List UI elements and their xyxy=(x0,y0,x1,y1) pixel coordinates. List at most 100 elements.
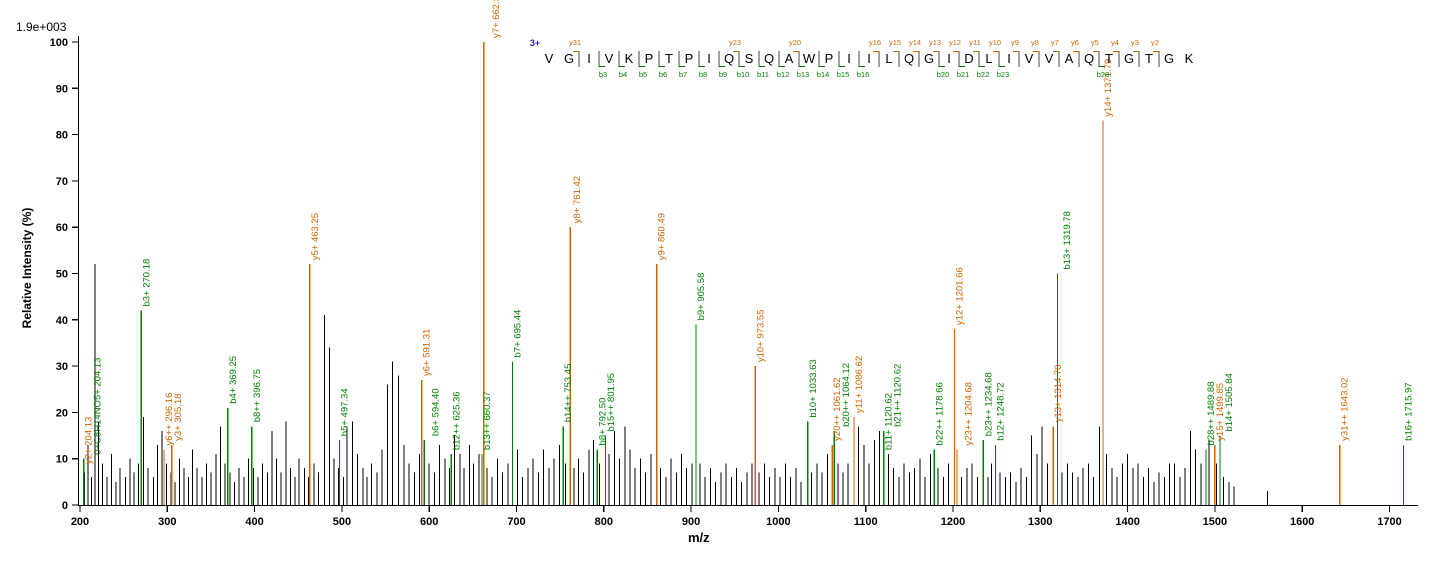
peak-label: y6+ 591.31 xyxy=(422,329,433,376)
y-ion-label: y14 xyxy=(909,38,921,47)
y-tick-label: 20 xyxy=(56,407,68,419)
sequence-residue: V xyxy=(605,51,614,66)
sequence-residue: P xyxy=(645,51,654,66)
b-ion-label: b9 xyxy=(719,70,727,79)
peak-label: y6++ 296.16 xyxy=(164,393,175,446)
sequence-residue: A xyxy=(1065,51,1074,66)
b-ion-label: b21 xyxy=(957,70,970,79)
x-tick-label: 800 xyxy=(595,516,613,528)
y-tick-label: 80 xyxy=(56,130,68,142)
sequence-residue: T xyxy=(665,51,673,66)
y-ion-label: y16 xyxy=(869,38,881,47)
x-tick-label: 1200 xyxy=(941,516,965,528)
peak-label: b6+ 594.40 xyxy=(431,388,442,436)
peak-label: y14+ 1371.79 xyxy=(1103,59,1114,117)
x-tick-label: 1400 xyxy=(1115,516,1139,528)
peak-label: b22++ 1178.66 xyxy=(934,382,945,445)
peak-label: y3+ 305.18 xyxy=(173,394,184,441)
x-tick-label: 600 xyxy=(420,516,438,528)
peak-label: b14+ 1505.84 xyxy=(1224,373,1235,431)
sequence-residue: V xyxy=(545,51,554,66)
peak-label: b28++ 1489.88 xyxy=(1206,382,1217,446)
b-ion-label: b13 xyxy=(797,70,810,79)
peak-label: b23++ 1234.68 xyxy=(983,372,994,436)
sequence-residue: W xyxy=(803,51,816,66)
y-ion-label: y2 xyxy=(1151,38,1159,47)
y-ion-label: y12 xyxy=(949,38,961,47)
sequence-residue: A xyxy=(785,51,794,66)
b-ion-label: b20 xyxy=(937,70,950,79)
y-tick-label: 0 xyxy=(62,500,68,512)
sequence-residue: T xyxy=(1145,51,1153,66)
y-ion-label: y10 xyxy=(989,38,1001,47)
sequence-residue: Q xyxy=(1084,51,1094,66)
peak-label: y20++ 1061.62 xyxy=(832,377,843,440)
x-tick-label: 1700 xyxy=(1377,516,1401,528)
b-ion-label: b10 xyxy=(737,70,750,79)
sequence-residue: Q xyxy=(724,51,734,66)
peak-label: y7+ 662.36 xyxy=(491,0,502,38)
y-tick-label: 10 xyxy=(56,454,68,466)
peak-label: y15+ 1499.85 xyxy=(1215,383,1226,441)
peak-label: y9+ 860.49 xyxy=(657,213,668,260)
sequence-residue: Q xyxy=(764,51,774,66)
peak-label: b7+ 695.44 xyxy=(513,310,524,358)
sequence-residue: D xyxy=(964,51,973,66)
sequence-residue: L xyxy=(985,51,992,66)
b-ion-label: b11 xyxy=(757,70,769,79)
peak-label: b12++ 625.36 xyxy=(451,391,462,450)
sequence-residue: V xyxy=(1025,51,1034,66)
y-ion-label: y5 xyxy=(1091,38,1099,47)
y-ion-label: y31 xyxy=(569,38,581,47)
y-tick-label: 30 xyxy=(56,361,68,373)
sequence-residue: T xyxy=(1105,51,1113,66)
background-peaks xyxy=(83,264,1268,505)
sequence-residue: I xyxy=(1007,51,1011,66)
peak-label: b14++ 753.45 xyxy=(563,364,574,423)
b-ion-label: b7 xyxy=(679,70,687,79)
b-ion-label: b14 xyxy=(817,70,830,79)
y-ion-label: y13 xyxy=(929,38,941,47)
x-tick-label: 1500 xyxy=(1203,516,1227,528)
peak-label: b13+ 1319.78 xyxy=(1062,211,1073,269)
peak-label: y5+ 463.25 xyxy=(310,213,321,260)
peak-label: b21++ 1120.62 xyxy=(893,364,904,427)
peak-label: y2+ 204.13 xyxy=(84,417,95,464)
sequence-residue: G xyxy=(1124,51,1134,66)
peak-label: y10+ 973.55 xyxy=(755,310,766,363)
sequence-residue: K xyxy=(1185,51,1194,66)
peak-label: b13++ 660.37 xyxy=(482,391,493,450)
x-axis-title: m/z xyxy=(688,530,710,545)
peak-label: b11+ 1120.62 xyxy=(884,393,895,450)
precursor-charge-label: 3+ xyxy=(530,38,540,48)
sequence-residue: I xyxy=(587,51,591,66)
peak-label: b20++ 1064.12 xyxy=(841,363,852,427)
y-tick-label: 40 xyxy=(56,315,68,327)
peak-label: 0+C8H14NO5+ 204.13 xyxy=(93,358,104,455)
peak-label: b8++ 396.75 xyxy=(252,369,263,422)
sequence-residue: G xyxy=(1164,51,1174,66)
y-ion-label: y6 xyxy=(1071,38,1079,47)
y-tick-label: 100 xyxy=(50,37,68,49)
b-ion-label: b4 xyxy=(619,70,627,79)
peak-label: b5+ 497.34 xyxy=(340,388,351,436)
y-ion-label: y11 xyxy=(969,38,981,47)
sequence-residue: P xyxy=(825,51,834,66)
y-ion-label: y3 xyxy=(1131,38,1139,47)
sequence-residue: I xyxy=(707,51,711,66)
y-ion-label: y7 xyxy=(1051,38,1059,47)
sequence-residue: P xyxy=(685,51,694,66)
b-ion-label: b22 xyxy=(977,70,990,79)
peak-label: b15++ 801.95 xyxy=(606,373,617,432)
peak-label: b10+ 1033.63 xyxy=(808,359,819,417)
peak-label: y8+ 761.42 xyxy=(572,176,583,223)
b-ion-label: b15 xyxy=(837,70,850,79)
peak-label: b4+ 369.25 xyxy=(228,356,239,404)
peak-label: y23++ 1204.68 xyxy=(963,382,974,445)
x-tick-label: 1100 xyxy=(854,516,878,528)
base-peak-intensity-label: 1.9e+003 xyxy=(16,20,67,34)
x-tick-label: 500 xyxy=(333,516,351,528)
y-ion-label: y23 xyxy=(729,38,741,47)
